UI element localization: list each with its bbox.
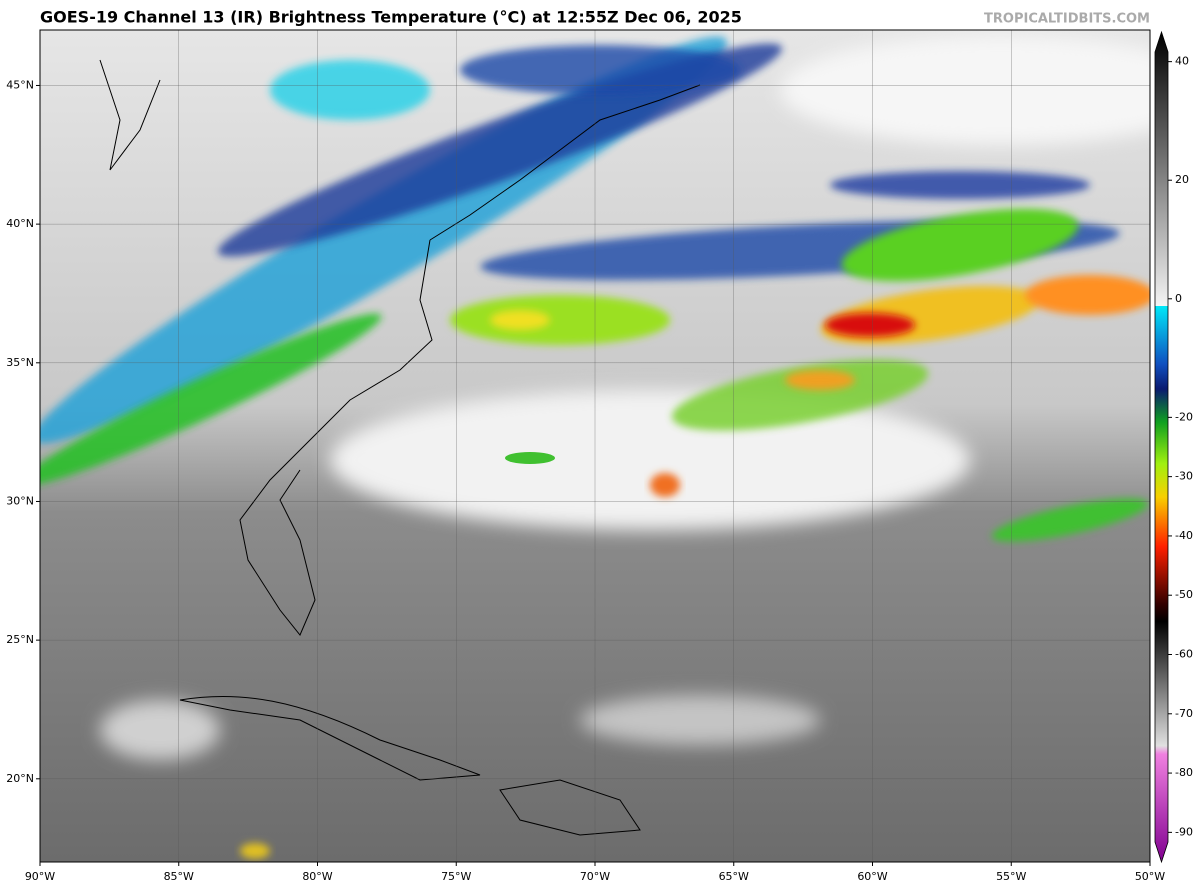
lat-tick-label: 30°N xyxy=(6,494,34,507)
cloud-core xyxy=(505,452,555,464)
cloud-core xyxy=(841,208,1079,282)
lat-tick-label: 40°N xyxy=(6,217,34,230)
lon-tick-label: 85°W xyxy=(164,870,194,883)
imagery xyxy=(40,30,1150,862)
cloud-core xyxy=(240,843,270,859)
lon-tick-label: 60°W xyxy=(857,870,887,883)
colorbar-tick-label: 20 xyxy=(1175,173,1189,186)
cloud-core xyxy=(785,370,855,390)
lon-tick-label: 75°W xyxy=(441,870,471,883)
source: TROPICALTIDBITS.COM xyxy=(984,12,1150,27)
cloud-band xyxy=(270,60,430,120)
lon-tick-label: 65°W xyxy=(719,870,749,883)
lon-tick-label: 80°W xyxy=(302,870,332,883)
colorbar-tick-label: -20 xyxy=(1175,410,1193,423)
lon-tick-label: 55°W xyxy=(996,870,1026,883)
coastline xyxy=(499,779,641,836)
colorbar-tick-label: -40 xyxy=(1175,529,1193,542)
cloud-band xyxy=(460,45,740,95)
colorbar-tick-label: -80 xyxy=(1175,766,1193,779)
cloud-core xyxy=(40,313,382,487)
cloud-core xyxy=(671,359,929,431)
cloud-core xyxy=(650,473,680,497)
cloud xyxy=(330,390,970,530)
coastline xyxy=(429,84,701,241)
colorbar-tick-label: -90 xyxy=(1175,825,1193,838)
title: GOES-19 Channel 13 (IR) Brightness Tempe… xyxy=(40,8,742,27)
coastline xyxy=(239,239,433,636)
lon-tick-label: 90°W xyxy=(25,870,55,883)
colorbar-tick-label: -50 xyxy=(1175,588,1193,601)
coastline xyxy=(99,59,161,171)
cloud xyxy=(780,35,1150,145)
cloud-core xyxy=(450,295,670,345)
colorbar xyxy=(1154,30,1169,864)
coastline xyxy=(179,695,481,781)
lon-tick-label: 50°W xyxy=(1135,870,1165,883)
colorbar-tick-label: -70 xyxy=(1175,707,1193,720)
cloud xyxy=(100,700,220,760)
colorbar-tick-label: 40 xyxy=(1175,55,1189,68)
cloud-core xyxy=(825,313,915,337)
cloud-core xyxy=(490,310,550,330)
cloud-core xyxy=(1025,275,1150,315)
lat-tick-label: 20°N xyxy=(6,772,34,785)
lat-tick-label: 25°N xyxy=(6,633,34,646)
colorbar-tick-label: 0 xyxy=(1175,292,1182,305)
cloud-core xyxy=(991,498,1149,542)
cloud-band xyxy=(830,171,1090,199)
colorbar-tick-label: -60 xyxy=(1175,648,1193,661)
lon-tick-label: 70°W xyxy=(580,870,610,883)
lat-tick-label: 45°N xyxy=(6,78,34,91)
cloud xyxy=(580,695,820,745)
colorbar-tick-label: -30 xyxy=(1175,470,1193,483)
cloud-band xyxy=(217,43,783,257)
lat-tick-label: 35°N xyxy=(6,356,34,369)
